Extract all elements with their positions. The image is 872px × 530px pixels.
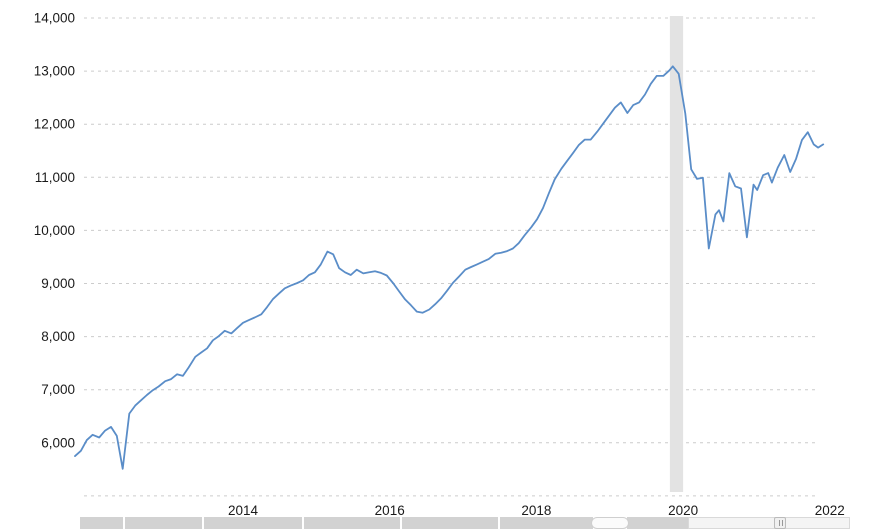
range-slider-track[interactable] — [80, 517, 850, 529]
range-slider-divider — [498, 517, 500, 529]
y-axis-label: 13,000 — [34, 64, 75, 79]
x-axis-labels: 2014 2016 2018 2020 2022 — [228, 503, 845, 518]
range-slider-divider — [123, 517, 125, 529]
series-lines — [74, 65, 825, 470]
y-axis-label: 10,000 — [34, 223, 75, 238]
range-slider-divider — [400, 517, 402, 529]
range-slider-segment[interactable] — [80, 517, 593, 529]
range-slider-segment[interactable] — [627, 517, 688, 529]
y-axis-label: 8,000 — [41, 329, 75, 344]
x-axis-label: 2020 — [668, 503, 698, 518]
x-axis-label: 2014 — [228, 503, 259, 518]
y-axis-label: 14,000 — [34, 11, 75, 26]
x-axis-label: 2018 — [521, 503, 551, 518]
range-slider-segment[interactable] — [688, 517, 850, 529]
x-axis-label: 2016 — [375, 503, 405, 518]
slider-grip-icon[interactable] — [774, 517, 786, 529]
range-slider-handle[interactable] — [591, 517, 629, 529]
range-slider-divider — [302, 517, 304, 529]
y-axis-label: 11,000 — [35, 170, 75, 185]
recession-band — [669, 16, 684, 492]
y-axis-label: 6,000 — [41, 435, 75, 450]
x-axis-label: 2022 — [815, 503, 845, 518]
y-axis-label: 7,000 — [41, 382, 75, 397]
y-axis-label: 12,000 — [34, 117, 75, 132]
gridlines — [84, 17, 817, 497]
recession-band-group — [669, 16, 684, 492]
y-axis-labels: 6,000 7,000 8,000 9,000 10,000 11,000 12,000 13… — [34, 11, 75, 451]
range-slider-divider — [202, 517, 204, 529]
index-value-line — [74, 65, 825, 470]
y-axis-label: 9,000 — [41, 276, 75, 291]
